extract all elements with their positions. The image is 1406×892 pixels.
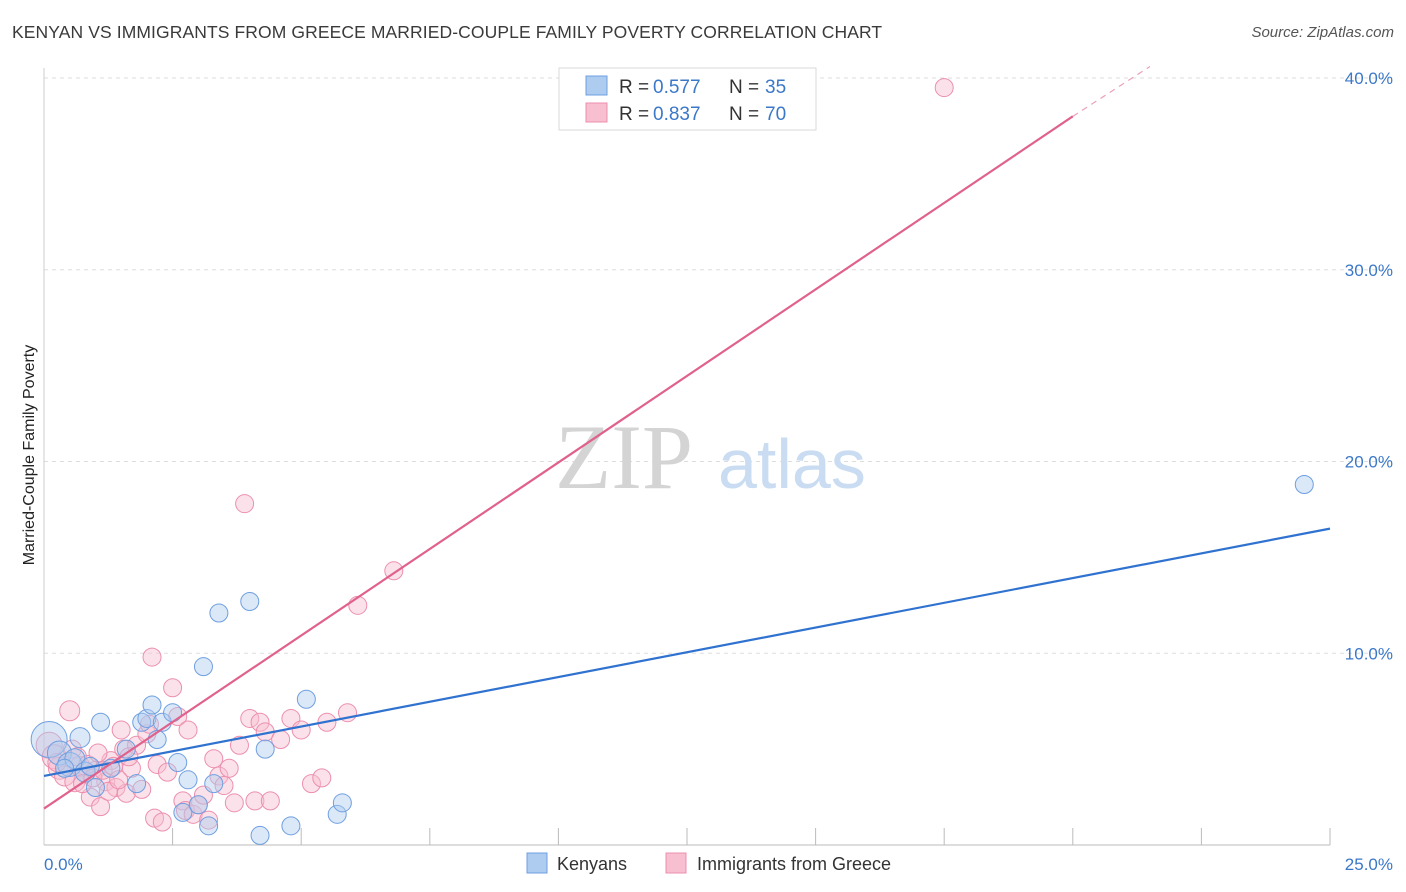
source-label: Source: ZipAtlas.com: [1251, 24, 1394, 41]
x-tick-label-1: 25.0%: [1345, 855, 1393, 874]
y-tick-label-1: 20.0%: [1345, 453, 1393, 472]
legend: R = 0.577 N = 35 R = 0.837 N = 70: [558, 67, 817, 131]
y-axis-label: Married-Couple Family Poverty: [21, 345, 38, 566]
watermark-zip: ZIP: [555, 406, 693, 508]
point-blue-28: [255, 739, 275, 759]
point-pink-43: [240, 708, 260, 728]
axes: [43, 68, 1331, 846]
point-blue-23: [199, 816, 219, 836]
trendline-blue: [43, 527, 1331, 778]
legend-swatch-kenyans: [585, 75, 608, 96]
point-blue-20: [178, 770, 198, 790]
point-pink-40: [224, 793, 244, 813]
legend-n-value-kenyans: 35: [765, 77, 786, 98]
point-pink-68: [109, 770, 129, 790]
point-pink-48: [271, 730, 291, 750]
point-pink-45: [250, 712, 270, 732]
legend-r-label: R =: [619, 104, 649, 125]
point-blue-34: [55, 758, 75, 778]
point-pink-39: [219, 758, 239, 778]
point-blue-14: [142, 695, 162, 715]
point-blue-11: [127, 774, 147, 794]
point-pink-4: [59, 700, 81, 722]
point-blue-4: [69, 727, 91, 749]
point-blue-26: [240, 591, 260, 611]
bottom-legend: Kenyans Immigrants from Greece: [526, 852, 891, 874]
legend-n-label: N =: [729, 77, 759, 98]
trendline-pink: [43, 115, 1074, 810]
legend-n-value-greece: 70: [765, 104, 786, 125]
tick-labels: 10.0% 20.0% 30.0% 40.0% 0.0% 25.0%: [44, 69, 1393, 874]
watermark-atlas: atlas: [718, 425, 866, 503]
point-blue-7: [85, 777, 105, 797]
x-tick-label-0: 0.0%: [44, 855, 83, 874]
point-blue-25: [209, 603, 229, 623]
point-blue-32: [332, 793, 352, 813]
gridlines: [44, 77, 1392, 654]
point-blue-33: [1294, 475, 1314, 495]
point-blue-21: [188, 795, 208, 815]
watermark: ZIP atlas: [555, 406, 866, 508]
point-blue-22: [193, 657, 213, 677]
point-pink-36: [204, 749, 224, 769]
point-pink-41: [229, 735, 249, 755]
point-pink-55: [348, 595, 368, 615]
point-blue-30: [296, 689, 316, 709]
point-pink-19: [132, 779, 152, 799]
point-pink-24: [147, 754, 167, 774]
point-pink-25: [152, 812, 172, 832]
point-pink-35: [199, 810, 219, 830]
point-blue-8: [91, 712, 111, 732]
point-blue-31: [327, 804, 347, 824]
point-pink-50: [291, 720, 311, 740]
point-blue-12: [132, 712, 152, 732]
point-pink-42: [235, 494, 255, 514]
point-pink-14: [111, 720, 131, 740]
legend-r-value-kenyans: 0.577: [653, 77, 701, 98]
point-pink-51: [301, 774, 321, 794]
point-blue-10: [116, 739, 136, 759]
chart-title: KENYAN VS IMMIGRANTS FROM GREECE MARRIED…: [12, 22, 883, 42]
point-blue-24: [204, 774, 224, 794]
legend-r-value-greece: 0.837: [653, 104, 701, 125]
point-pink-44: [245, 791, 265, 811]
y-tick-label-0: 10.0%: [1345, 644, 1393, 663]
bottom-legend-kenyans: Kenyans: [557, 854, 627, 874]
point-pink-27: [163, 678, 183, 698]
point-blue-27: [250, 825, 270, 845]
point-blue-29: [281, 816, 301, 836]
point-pink-47: [260, 791, 280, 811]
point-blue-19: [173, 802, 193, 822]
point-blue-18: [168, 753, 188, 773]
point-blue-0: [30, 721, 68, 759]
y-tick-label-3: 40.0%: [1345, 69, 1393, 88]
point-pink-10: [91, 797, 111, 817]
point-pink-57: [934, 78, 954, 98]
legend-n-label: N =: [729, 104, 759, 125]
trendlines: [43, 65, 1331, 810]
y-tick-label-2: 30.0%: [1345, 261, 1393, 280]
bottom-legend-swatch-kenyans: [526, 852, 548, 874]
legend-swatch-greece: [585, 102, 608, 123]
bottom-legend-greece: Immigrants from Greece: [697, 854, 891, 874]
point-pink-31: [178, 720, 198, 740]
point-pink-52: [312, 768, 332, 788]
point-pink-22: [142, 647, 162, 667]
point-pink-26: [157, 762, 177, 782]
bottom-legend-swatch-greece: [665, 852, 687, 874]
legend-r-label: R =: [619, 77, 649, 98]
trendline-extension-pink: [1072, 65, 1151, 117]
